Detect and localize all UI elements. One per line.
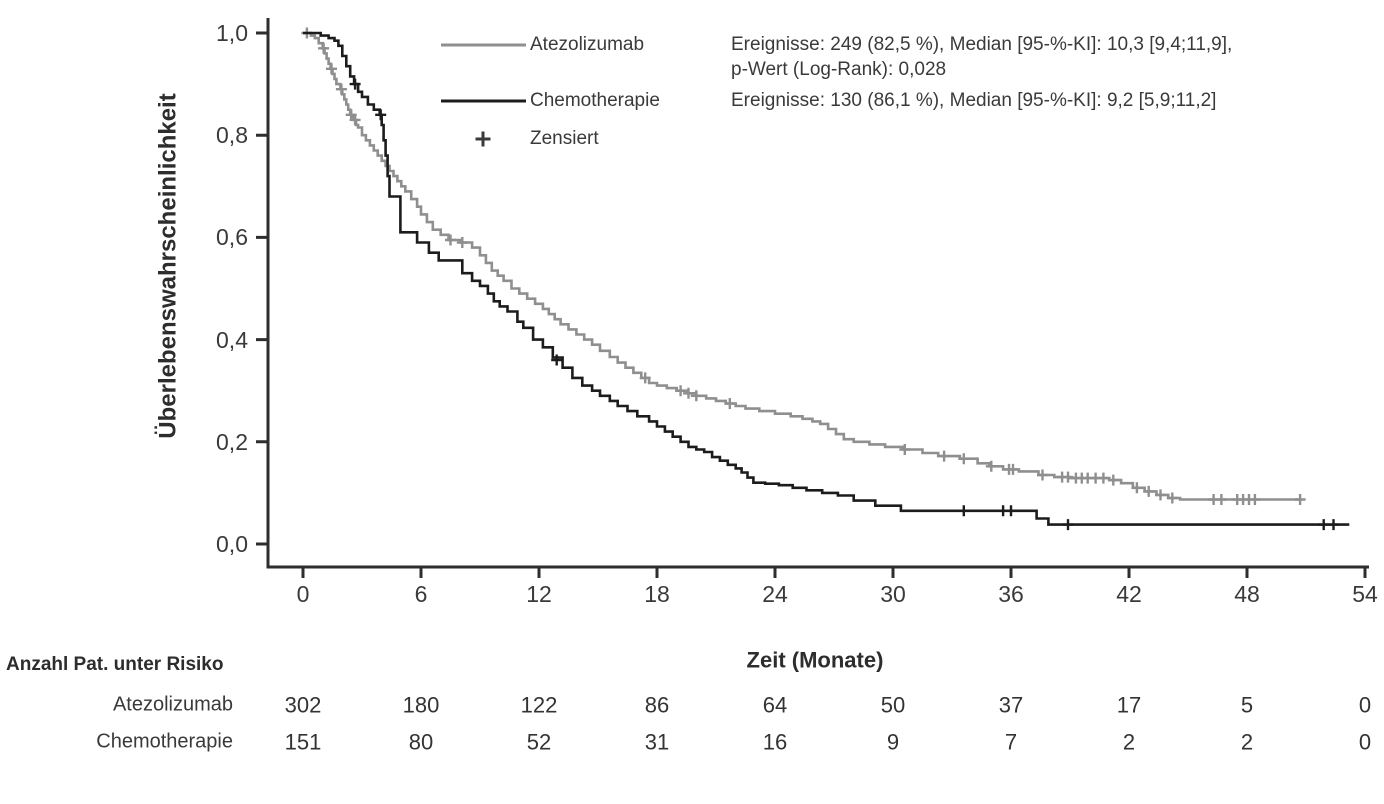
- risk-value-chemotherapie-m24: 16: [762, 729, 788, 755]
- risk-value-chemotherapie-m12: 52: [526, 729, 552, 755]
- x-tick-label-0: 0: [296, 581, 310, 607]
- risk-value-atezolizumab-m12: 122: [520, 692, 558, 718]
- risk-value-chemotherapie-m42: 2: [1122, 729, 1136, 755]
- risk-value-chemotherapie-m6: 80: [408, 729, 434, 755]
- x-tick-label-36: 36: [998, 581, 1024, 607]
- risk-row-label-atezolizumab: Atezolizumab: [112, 693, 233, 716]
- risk-value-atezolizumab-m36: 37: [998, 692, 1024, 718]
- x-tick-label-30: 30: [880, 581, 906, 607]
- y-tick-label-0,6: 0,6: [216, 224, 248, 251]
- x-tick-label-24: 24: [762, 581, 788, 607]
- annotation-chemotherapie: Ereignisse: 130 (86,1 %), Median [95-%-K…: [731, 90, 1217, 112]
- risk-value-atezolizumab-m30: 50: [880, 692, 906, 718]
- legend-censor-plus-icon: [475, 131, 491, 147]
- risk-value-atezolizumab-m0: 302: [284, 692, 322, 718]
- axes-lines: [266, 18, 1369, 569]
- risk-value-chemotherapie-m36: 7: [1004, 729, 1018, 755]
- risk-value-atezolizumab-m54: 0: [1358, 692, 1372, 718]
- risk-value-atezolizumab-m18: 86: [644, 692, 670, 718]
- y-tick-label-0,8: 0,8: [216, 122, 248, 149]
- x-tick-label-42: 42: [1116, 581, 1142, 607]
- x-tick-label-54: 54: [1352, 581, 1378, 607]
- risk-value-atezolizumab-m42: 17: [1116, 692, 1142, 718]
- risk-value-chemotherapie-m30: 9: [886, 729, 900, 755]
- y-tick-label-0,4: 0,4: [216, 326, 248, 353]
- legend-label-zensiert: Zensiert: [530, 128, 599, 150]
- annotation-atezolizumab-line2: p-Wert (Log-Rank): 0,028: [731, 59, 947, 81]
- annotation-atezolizumab-line1: Ereignisse: 249 (82,5 %), Median [95-%-K…: [731, 34, 1233, 56]
- x-tick-label-18: 18: [644, 581, 670, 607]
- y-tick-label-0,0: 0,0: [216, 530, 248, 557]
- risk-value-chemotherapie-m18: 31: [644, 729, 670, 755]
- y-tick-label-0,2: 0,2: [216, 428, 248, 455]
- x-tick-label-6: 6: [414, 581, 428, 607]
- risk-table-header: Anzahl Pat. unter Risiko: [6, 654, 224, 676]
- km-curve-chemotherapie: [303, 31, 1350, 526]
- legend-label-atezolizumab: Atezolizumab: [530, 34, 645, 56]
- y-axis-title: Überlebenswahrscheinlichkeit: [154, 93, 182, 439]
- x-axis-ticks: [301, 567, 1367, 578]
- risk-row-label-chemotherapie: Chemotherapie: [96, 730, 233, 753]
- risk-value-atezolizumab-m24: 64: [762, 692, 788, 718]
- legend-label-chemotherapie: Chemotherapie: [530, 90, 660, 112]
- y-axis-ticks: [256, 31, 268, 546]
- risk-value-atezolizumab-m48: 5: [1240, 692, 1254, 718]
- x-tick-label-48: 48: [1234, 581, 1260, 607]
- censor-marks-chemotherapie: [349, 78, 1339, 531]
- risk-value-atezolizumab-m6: 180: [402, 692, 440, 718]
- x-axis-title: Zeit (Monate): [746, 647, 884, 673]
- x-tick-label-12: 12: [526, 581, 552, 607]
- y-tick-label-1,0: 1,0: [216, 19, 248, 46]
- risk-value-chemotherapie-m48: 2: [1240, 729, 1254, 755]
- risk-value-chemotherapie-m54: 0: [1358, 729, 1372, 755]
- risk-value-chemotherapie-m0: 151: [284, 729, 322, 755]
